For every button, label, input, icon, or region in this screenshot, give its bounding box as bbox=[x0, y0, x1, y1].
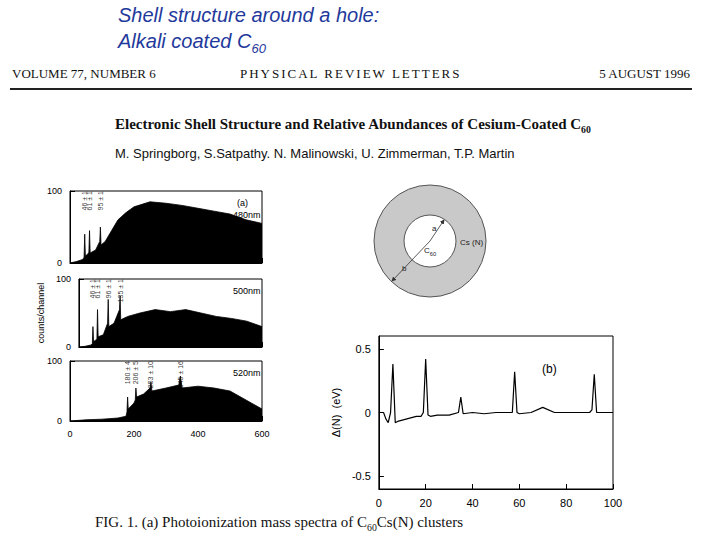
svg-text:0: 0 bbox=[57, 416, 62, 426]
svg-text:C60: C60 bbox=[424, 246, 436, 257]
svg-text:a: a bbox=[432, 224, 437, 233]
svg-text:80: 80 bbox=[560, 497, 572, 509]
html-text:FIG. 1. (a) Photoionization ma: FIG. 1. (a) Photoionization mass spectra… bbox=[95, 514, 463, 533]
html-text:M. Springborg, S.Satpathy. N.: M. Springborg, S.Satpathy. N. Malinowski… bbox=[115, 146, 515, 161]
svg-text:100: 100 bbox=[47, 356, 62, 366]
svg-text:46 ± 1: 46 ± 1 bbox=[81, 191, 89, 211]
svg-text:96 ± 1: 96 ± 1 bbox=[105, 279, 112, 299]
html-text:5 AUGUST 1996: 5 AUGUST 1996 bbox=[599, 66, 690, 81]
svg-text:0.5: 0.5 bbox=[356, 343, 371, 355]
svg-text:345 ± 16: 345 ± 16 bbox=[176, 361, 184, 389]
html-text:Electronic Shell Structure and: Electronic Shell Structure and Relative … bbox=[115, 116, 591, 135]
svg-text:253 ± 10: 253 ± 10 bbox=[147, 361, 155, 389]
svg-text:20: 20 bbox=[420, 497, 432, 509]
html-text:VOLUME 77, NUMBER 6: VOLUME 77, NUMBER 6 bbox=[12, 66, 156, 81]
svg-text:0: 0 bbox=[67, 429, 72, 439]
svg-text:b: b bbox=[402, 264, 407, 273]
svg-text:100: 100 bbox=[56, 274, 71, 284]
svg-text:0: 0 bbox=[365, 407, 371, 419]
html-text:Shell structure around a hole:: Shell structure around a hole: bbox=[118, 4, 380, 26]
svg-text:0: 0 bbox=[57, 258, 62, 268]
svg-text:500nm: 500nm bbox=[233, 286, 261, 296]
svg-text:60: 60 bbox=[513, 497, 525, 509]
svg-text:Cs (N): Cs (N) bbox=[460, 238, 483, 247]
svg-text:400: 400 bbox=[190, 429, 205, 439]
svg-text:200: 200 bbox=[126, 429, 141, 439]
svg-text:(b): (b) bbox=[542, 362, 557, 376]
svg-text:0: 0 bbox=[66, 342, 71, 352]
svg-text:206 ± 5: 206 ± 5 bbox=[132, 361, 139, 384]
svg-text:61 ± 1: 61 ± 1 bbox=[94, 279, 101, 299]
svg-text:(a): (a) bbox=[237, 198, 248, 208]
svg-text:100: 100 bbox=[47, 186, 62, 196]
svg-text:61 ± 1: 61 ± 1 bbox=[86, 191, 93, 211]
svg-text:95 ± 1: 95 ± 1 bbox=[97, 191, 104, 211]
svg-text:46 ± 1: 46 ± 1 bbox=[89, 279, 97, 299]
html-text:Alkali coated C60: Alkali coated C60 bbox=[118, 30, 266, 56]
svg-text:100: 100 bbox=[604, 497, 622, 509]
svg-text:520nm: 520nm bbox=[233, 368, 261, 378]
svg-text:480nm: 480nm bbox=[233, 210, 261, 220]
svg-text:Δ(N) (eV): Δ(N) (eV) bbox=[330, 388, 342, 438]
svg-text:0: 0 bbox=[376, 497, 382, 509]
svg-text:40: 40 bbox=[466, 497, 478, 509]
html-text:PHYSICAL REVIEW LETTERS: PHYSICAL REVIEW LETTERS bbox=[240, 66, 462, 81]
svg-text:-0.5: -0.5 bbox=[352, 470, 371, 482]
svg-text:counts/channel: counts/channel bbox=[36, 283, 46, 344]
svg-text:180 ± 4: 180 ± 4 bbox=[124, 361, 131, 384]
svg-text:600: 600 bbox=[254, 429, 269, 439]
svg-text:135 ± 1: 135 ± 1 bbox=[116, 279, 124, 303]
